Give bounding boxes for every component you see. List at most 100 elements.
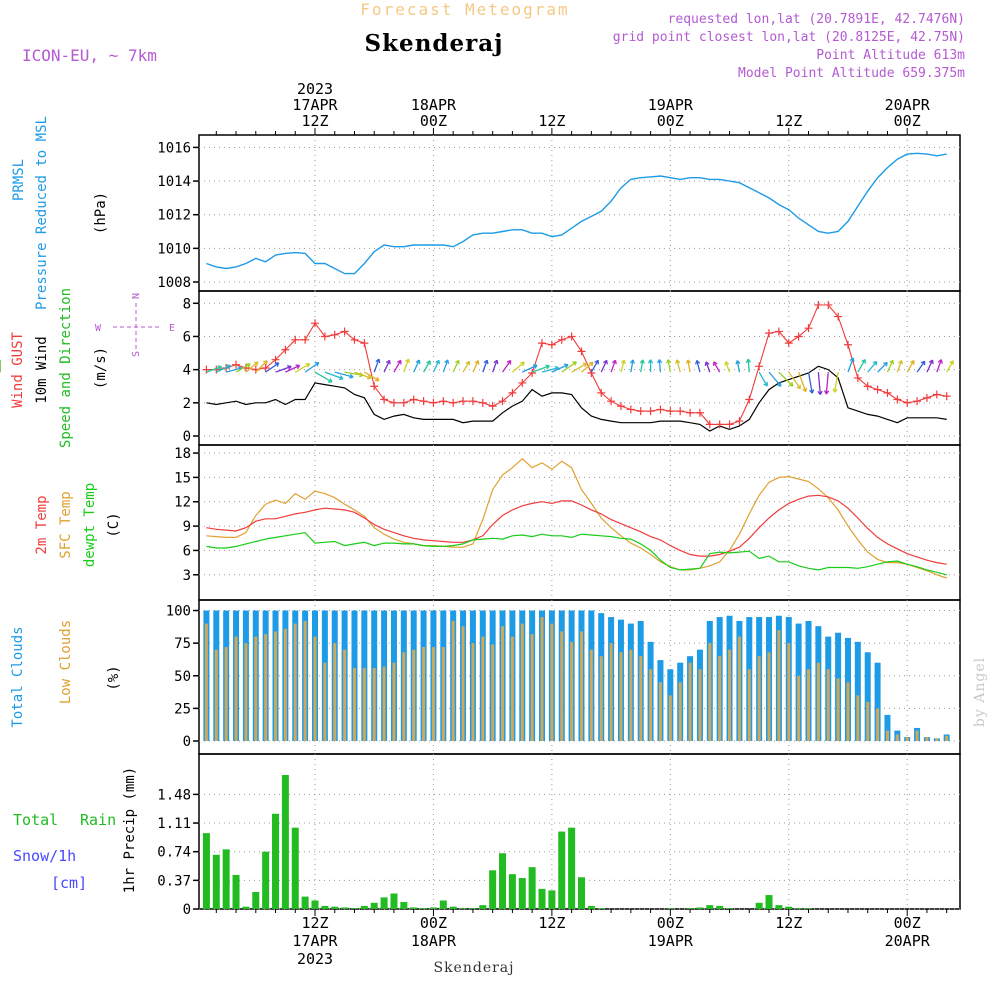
low-clouds-bar (935, 738, 939, 741)
wind-arrow-shaft (725, 361, 731, 373)
low-clouds-bar (283, 628, 287, 741)
low-clouds-bar (333, 643, 337, 741)
wind-arrow-head (594, 359, 599, 365)
wind-arrow-head (735, 360, 741, 365)
wind-gust-label: Wind GUST (10, 332, 26, 408)
low-clouds-bar (382, 666, 386, 741)
low-clouds-bar (501, 626, 505, 741)
gust-marker (853, 373, 862, 382)
gust-marker (508, 388, 517, 397)
gust-marker (903, 398, 912, 407)
wind-arrow-shaft (265, 362, 280, 373)
wind-direction-arrow (245, 361, 259, 373)
wind-direction-arrow (847, 357, 855, 373)
wind-arrow-head (274, 362, 280, 367)
gust-marker (686, 408, 695, 417)
low-clouds-bar (392, 662, 396, 741)
top-axis-label-1-1: 00Z (420, 112, 447, 130)
gust-marker (656, 405, 665, 414)
wind-direction-arrow (383, 359, 391, 373)
compass-north: N (131, 293, 142, 299)
low-clouds-bar (343, 649, 347, 741)
low-clouds-bar (688, 662, 692, 741)
low-clouds-bar (372, 667, 376, 741)
precip-snow-label: Snow/1h (13, 847, 76, 865)
wind-arrow-shaft (896, 360, 903, 373)
wind-arrow-shaft (482, 359, 488, 373)
bottom-axis-label-5-0: 00Z (894, 914, 921, 932)
gust-marker (834, 312, 843, 321)
wind-direction-arrow (657, 359, 663, 373)
gust-marker (814, 300, 823, 309)
wind-direction-arrow (472, 360, 480, 373)
wind-direction-label: Speed and Direction (58, 288, 74, 448)
wind-arrow-shaft (275, 365, 292, 373)
low-clouds-bar (579, 631, 583, 741)
low-clouds-bar (885, 730, 889, 741)
wind-direction-arrow (432, 359, 441, 373)
chart-location-title: Skenderaj (365, 30, 504, 57)
wind-direction-arrow (590, 359, 599, 373)
low-clouds-bar (570, 641, 574, 741)
low-clouds-bar (737, 636, 741, 741)
ytick-label-1-1: 2 (183, 396, 191, 412)
low-clouds-bar (807, 669, 810, 741)
precip-bar (272, 813, 280, 909)
data-layer (0, 153, 954, 909)
wind-direction-arrow (724, 361, 731, 373)
precip-bar (686, 908, 694, 909)
low-clouds-bar (698, 669, 702, 741)
wind-arrow-head (366, 374, 372, 380)
ytick-label-4-4: 1.48 (157, 787, 191, 803)
wind-arrow-shaft (216, 364, 231, 373)
wind-arrow-head (763, 381, 768, 387)
ytick-label-2-4: 15 (174, 470, 191, 486)
wind-arrow-head (506, 359, 512, 365)
low-clouds-bar (520, 623, 524, 741)
wind-direction-arrow (294, 363, 311, 373)
wind-arrow-head (396, 359, 402, 365)
wind-arrow-head (611, 359, 617, 365)
gust-marker (577, 347, 586, 356)
wind-arrow-head (287, 365, 292, 370)
wind-direction-arrow (675, 359, 681, 373)
wind-direction-arrow (531, 364, 550, 373)
wind-direction-arrow (551, 363, 569, 373)
low-clouds-bar (303, 620, 307, 741)
wind-direction-arrow (324, 371, 344, 381)
bottom-axis-label-0-2: 2023 (297, 950, 333, 968)
gust-marker (538, 339, 547, 348)
gust-marker (922, 393, 931, 402)
gust-marker (330, 330, 339, 339)
compass-south: S (131, 351, 142, 357)
low-clouds-bar (876, 708, 880, 741)
wind-arrow-head (889, 359, 895, 365)
low-clouds-bar (905, 737, 909, 741)
wind-arrow-head (920, 360, 926, 366)
precip-bar (311, 900, 319, 909)
wind-arrow-shaft (590, 360, 599, 373)
ytick-label-3-0: 0 (183, 734, 191, 750)
wind-arrow-shaft (235, 363, 251, 373)
gust-marker (389, 398, 398, 407)
precip-bar (597, 908, 605, 909)
wind-arrow-head (217, 365, 222, 371)
wind-direction-arrow (798, 371, 808, 393)
top-axis-label-5-1: 00Z (894, 112, 921, 130)
precip-bar (202, 833, 210, 909)
gust-marker (607, 397, 616, 406)
ytick-label-0-4: 1016 (157, 140, 191, 156)
wind-arrow-shaft (472, 360, 479, 373)
wind-arrow-shaft (324, 371, 344, 380)
wind-arrow-head (520, 361, 525, 367)
top-axis-label-3-0: 19APR (648, 96, 694, 114)
bottom-axis-label-0-0: 12Z (301, 914, 328, 932)
low-clouds-bar (757, 656, 761, 741)
ytick-label-1-0: 0 (183, 429, 191, 445)
low-clouds-bar (264, 634, 268, 741)
bottom-axis-label-0-1: 17APR (292, 932, 338, 950)
gust-marker (705, 420, 714, 429)
wind-arrow-shaft (541, 367, 559, 373)
wind-arrow-head (695, 359, 701, 365)
precip-bar (281, 775, 289, 909)
